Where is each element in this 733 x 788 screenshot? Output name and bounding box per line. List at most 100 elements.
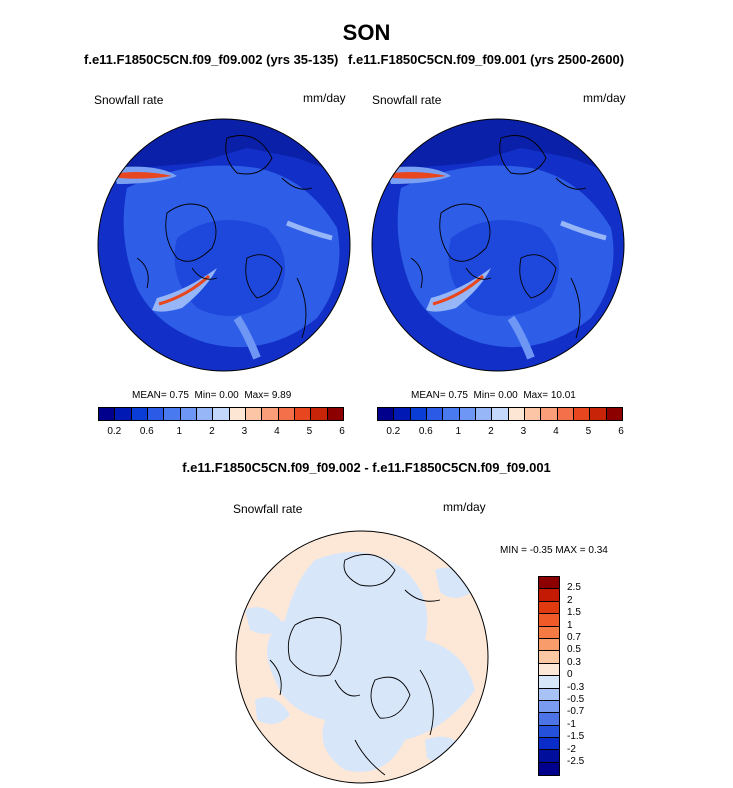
- right-max-value: 10.01: [550, 390, 576, 401]
- left-colorbar-swatch-2: [131, 408, 148, 420]
- left-colorbar-tick-label: 5: [306, 426, 313, 437]
- right-variable-label: Snowfall rate: [372, 93, 442, 107]
- diff-stats: MIN = -0.35 MAX = 0.34: [500, 545, 608, 556]
- right-colorbar-tick-label: 4: [553, 426, 559, 437]
- diff-colorbar-ticks: 2.5 2 1.5 1 0.7 0.5 0.3 0 -0.3 -0.5 -0.7 -1 -1.5 -2 -2…: [567, 576, 607, 776]
- left-colorbar: [98, 407, 344, 421]
- right-min-label: Min=: [473, 390, 496, 401]
- left-colorbar-swatch-0: [99, 408, 116, 420]
- difference-map: [235, 530, 489, 784]
- left-min-value: 0.00: [219, 390, 239, 401]
- right-colorbar-tick-label: 6: [618, 426, 624, 437]
- left-colorbar-swatch-9: [245, 408, 263, 420]
- right-stats: MEAN= 0.75 Min= 0.00 Max= 10.01: [411, 390, 576, 401]
- right-colorbar-swatch-1: [394, 408, 411, 420]
- right-colorbar-tick-label: 0.6: [418, 426, 433, 437]
- diff-colorbar-swatch-6: [539, 651, 559, 664]
- diff-variable-label: Snowfall rate: [233, 502, 303, 516]
- diff-colorbar-swatch-0: [539, 577, 559, 590]
- left-colorbar-swatch-7: [213, 408, 230, 420]
- diff-colorbar-tick-label: -2.5: [567, 756, 585, 767]
- right-colorbar: [377, 407, 623, 421]
- right-map: [371, 118, 625, 372]
- right-colorbar-tick-label: 1: [455, 426, 462, 437]
- left-colorbar-swatch-5: [180, 408, 197, 420]
- right-colorbar-ticks: 0.2 0.6 1 2 3 4 5 6: [377, 426, 623, 440]
- left-colorbar-swatch-6: [196, 408, 214, 420]
- left-colorbar-swatch-14: [327, 408, 343, 420]
- diff-colorbar-tick-label: 0.3: [567, 656, 581, 668]
- left-colorbar-tick-label: 6: [339, 426, 345, 437]
- right-colorbar-swatch-14: [606, 408, 622, 420]
- right-case-title: f.e11.F1850C5CN.f09_f09.001 (yrs 2500-26…: [346, 52, 625, 67]
- left-colorbar-swatch-1: [115, 408, 132, 420]
- left-mean-value: 0.75: [169, 390, 189, 401]
- left-colorbar-swatch-13: [311, 408, 328, 420]
- diff-colorbar-tick-label: -2: [567, 743, 576, 755]
- diff-colorbar-swatch-10: [539, 700, 559, 714]
- left-colorbar-swatch-3: [147, 408, 165, 420]
- right-colorbar-swatch-11: [557, 408, 574, 420]
- left-colorbar-tick-label: 3: [241, 426, 248, 437]
- left-map: [97, 118, 351, 372]
- diff-colorbar-swatch-7: [539, 663, 559, 677]
- left-colorbar-swatch-12: [294, 408, 312, 420]
- diff-colorbar-tick-label: 0: [567, 669, 573, 681]
- diff-colorbar-tick-label: 2: [567, 594, 573, 606]
- season-title: SON: [342, 20, 391, 45]
- diff-colorbar-swatch-13: [539, 738, 559, 751]
- left-colorbar-swatch-8: [229, 408, 246, 420]
- right-colorbar-swatch-3: [426, 408, 444, 420]
- right-colorbar-swatch-4: [443, 408, 460, 420]
- left-colorbar-tick-label: 0.6: [139, 426, 154, 437]
- left-colorbar-swatch-11: [278, 408, 295, 420]
- diff-colorbar-swatch-5: [539, 638, 559, 652]
- diff-colorbar-tick-label: 1: [567, 619, 573, 631]
- right-max-label: Max=: [523, 390, 549, 401]
- right-colorbar-swatch-13: [590, 408, 607, 420]
- right-colorbar-swatch-0: [378, 408, 395, 420]
- right-colorbar-tick-label: 2: [488, 426, 494, 437]
- left-colorbar-ticks: 0.2 0.6 1 2 3 4 5 6: [98, 426, 344, 440]
- diff-colorbar-swatch-2: [539, 601, 559, 615]
- diff-max-value: 0.34: [588, 545, 608, 556]
- right-colorbar-swatch-6: [475, 408, 493, 420]
- left-units-label: mm/day: [303, 91, 346, 105]
- right-colorbar-swatch-7: [492, 408, 509, 420]
- right-colorbar-tick-label: 3: [520, 426, 527, 437]
- right-units-label: mm/day: [583, 91, 626, 105]
- left-colorbar-swatch-4: [164, 408, 181, 420]
- diff-colorbar-swatch-4: [539, 626, 559, 639]
- left-max-label: Max=: [244, 390, 270, 401]
- diff-max-label: MAX =: [555, 545, 586, 556]
- diff-colorbar-tick-label: -0.5: [567, 694, 585, 705]
- left-colorbar-tick-label: 4: [274, 426, 280, 437]
- diff-colorbar-swatch-8: [539, 676, 559, 689]
- left-colorbar-swatch-10: [262, 408, 279, 420]
- diff-colorbar-tick-label: 0.7: [567, 632, 581, 643]
- diff-colorbar-tick-label: -1.5: [567, 731, 585, 743]
- diff-colorbar: [538, 576, 560, 777]
- right-min-value: 0.00: [498, 390, 518, 401]
- diff-colorbar-swatch-12: [539, 725, 559, 739]
- right-colorbar-swatch-12: [573, 408, 591, 420]
- right-colorbar-tick-label: 0.2: [386, 426, 401, 437]
- diff-colorbar-swatch-11: [539, 713, 559, 726]
- diff-colorbar-swatch-9: [539, 688, 559, 701]
- right-mean-label: MEAN=: [411, 390, 446, 401]
- right-colorbar-tick-label: 5: [585, 426, 592, 437]
- left-mean-label: MEAN=: [132, 390, 167, 401]
- diff-colorbar-tick-label: 2.5: [567, 582, 581, 594]
- left-stats: MEAN= 0.75 Min= 0.00 Max= 9.89: [132, 390, 291, 401]
- right-colorbar-swatch-9: [524, 408, 542, 420]
- diff-min-label: MIN =: [500, 545, 527, 556]
- diff-min-value: -0.35: [529, 545, 553, 556]
- diff-colorbar-swatch-1: [539, 589, 559, 602]
- right-mean-value: 0.75: [448, 390, 468, 401]
- diff-colorbar-swatch-14: [539, 750, 559, 763]
- left-colorbar-tick-label: 1: [176, 426, 183, 437]
- diff-colorbar-tick-label: 1.5: [567, 607, 581, 619]
- diff-colorbar-tick-label: -0.3: [567, 681, 585, 693]
- right-colorbar-swatch-2: [410, 408, 427, 420]
- left-case-title: f.e11.F1850C5CN.f09_f09.002 (yrs 35-135): [84, 52, 339, 67]
